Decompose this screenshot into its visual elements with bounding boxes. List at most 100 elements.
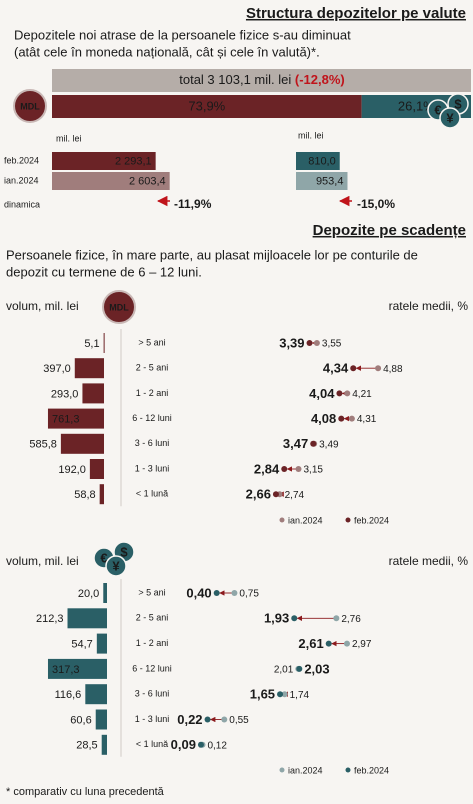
total-text: total 3 103,1 mil. lei — [179, 72, 291, 87]
rate-jan-label: 2,76 — [341, 614, 361, 625]
fx-icon-text: $ — [454, 96, 462, 111]
volume-bar — [74, 358, 104, 379]
legend-label: feb.2024 — [354, 765, 389, 775]
rate-feb-label: 4,34 — [323, 361, 349, 376]
rate-header: ratele medii, % — [389, 554, 469, 568]
row-label: dinamica — [4, 199, 40, 209]
legend-dot — [279, 517, 285, 523]
category-label: 1 - 2 ani — [136, 638, 169, 648]
rate-feb-label: 1,65 — [250, 687, 275, 702]
rate-jan-label: 2,01 — [274, 665, 294, 676]
volume-label: 116,6 — [55, 689, 82, 701]
category-label: 3 - 6 luni — [135, 689, 170, 699]
volume-bar — [95, 709, 107, 730]
rate-jan-label: 4,88 — [383, 364, 403, 375]
change-label: -11,9% — [174, 197, 212, 211]
mdl-icon-text: MDL — [20, 101, 40, 111]
category-label: < 1 lună — [136, 739, 168, 749]
rate-feb — [272, 491, 279, 498]
rate-feb-label: 0,22 — [177, 712, 202, 727]
fx-icon-text: ¥ — [446, 110, 454, 125]
volume-label: 60,6 — [70, 714, 91, 726]
volume-label: 212,3 — [36, 613, 64, 625]
volume-bar — [60, 433, 104, 454]
section-title: Depozite pe scadențe — [313, 222, 466, 239]
legend-label: ian.2024 — [288, 515, 323, 525]
volume-label: 293,0 — [51, 388, 79, 400]
rate-jan-label: 4,31 — [357, 414, 377, 425]
title: Structura depozitelor pe valute — [246, 5, 466, 22]
fx-icon-text: € — [100, 550, 107, 565]
rate-jan — [333, 615, 340, 622]
rate-feb-label: 2,61 — [298, 636, 323, 651]
volume-label: 28,5 — [76, 740, 97, 752]
share-bar — [52, 95, 362, 118]
rate-header: ratele medii, % — [389, 299, 469, 313]
rate-jan-label: 3,49 — [319, 439, 339, 450]
volume-bar — [47, 408, 104, 429]
rate-feb — [336, 390, 343, 397]
category-label: < 1 lună — [136, 489, 168, 499]
volume-bar — [96, 633, 107, 654]
currency-bar — [52, 172, 170, 190]
rate-feb-label: 4,08 — [311, 411, 336, 426]
rate-feb — [338, 415, 345, 422]
category-label: > 5 ani — [138, 337, 165, 347]
volume-label: 585,8 — [29, 439, 57, 451]
footnote: * comparativ cu luna precedentă — [6, 786, 165, 798]
category-label: 6 - 12 luni — [132, 413, 172, 423]
total-change: (-12,8%) — [295, 72, 345, 87]
category-label: 2 - 5 ani — [136, 363, 169, 373]
rate-jan — [344, 390, 351, 397]
volume-label: 54,7 — [71, 639, 92, 651]
rate-jan-label: 0,75 — [239, 589, 259, 600]
rate-feb — [296, 665, 303, 672]
rate-jan — [231, 590, 238, 596]
volume-header: volum, mil. lei — [6, 554, 79, 568]
currency-value: 810,0 — [308, 155, 336, 167]
rate-feb-label: 0,09 — [171, 737, 196, 752]
subtitle: Depozitele noi atrase de la persoanele f… — [14, 27, 351, 42]
volume-bar — [67, 608, 107, 629]
rate-feb — [306, 340, 313, 346]
legend-label: feb.2024 — [354, 515, 389, 525]
section-text: depozit cu termene de 6 – 12 luni. — [6, 264, 202, 279]
rate-feb-label: 2,03 — [304, 661, 329, 676]
rate-feb-label: 2,66 — [246, 487, 271, 502]
unit-label: mil. lei — [56, 133, 82, 143]
rate-jan-label: 2,74 — [285, 490, 305, 501]
change-label: -15,0% — [357, 197, 395, 211]
volume-label: 192,0 — [58, 464, 86, 476]
rate-feb — [325, 640, 332, 647]
row-label: ian.2024 — [4, 175, 39, 185]
rate-jan — [221, 716, 228, 723]
volume-label: 58,8 — [74, 489, 95, 501]
rate-feb-label: 2,84 — [254, 461, 280, 476]
rate-jan-label: 0,12 — [207, 740, 227, 751]
fx-icon — [105, 555, 127, 577]
rate-jan — [295, 466, 302, 472]
fx-icon-text: ¥ — [112, 558, 120, 573]
rate-feb — [197, 741, 204, 748]
rate-feb — [350, 365, 357, 372]
category-label: 1 - 3 luni — [135, 714, 170, 724]
rate-jan — [281, 691, 288, 698]
subtitle: (atât cele în moneda națională, cât și c… — [14, 44, 320, 59]
unit-label: mil. lei — [298, 130, 324, 140]
rate-feb — [204, 716, 211, 723]
rate-jan-label: 3,15 — [304, 465, 324, 476]
section-text: Persoanele fizice, în mare parte, au pla… — [6, 247, 418, 262]
rate-feb-label: 0,40 — [186, 585, 211, 600]
total-bar — [52, 69, 471, 92]
rate-feb — [281, 466, 288, 472]
rate-jan-label: 1,74 — [290, 690, 310, 701]
row-label: feb.2024 — [4, 155, 39, 165]
legend-label: ian.2024 — [288, 765, 323, 775]
rate-feb-label: 1,93 — [264, 611, 289, 626]
total-label: total 3 103,1 mil. lei (-12,8%) — [179, 72, 345, 87]
volume-bar — [82, 383, 104, 404]
volume-bar — [101, 734, 107, 755]
category-label: 6 - 12 luni — [132, 663, 172, 673]
mdl-icon-text: MDL — [109, 302, 129, 312]
